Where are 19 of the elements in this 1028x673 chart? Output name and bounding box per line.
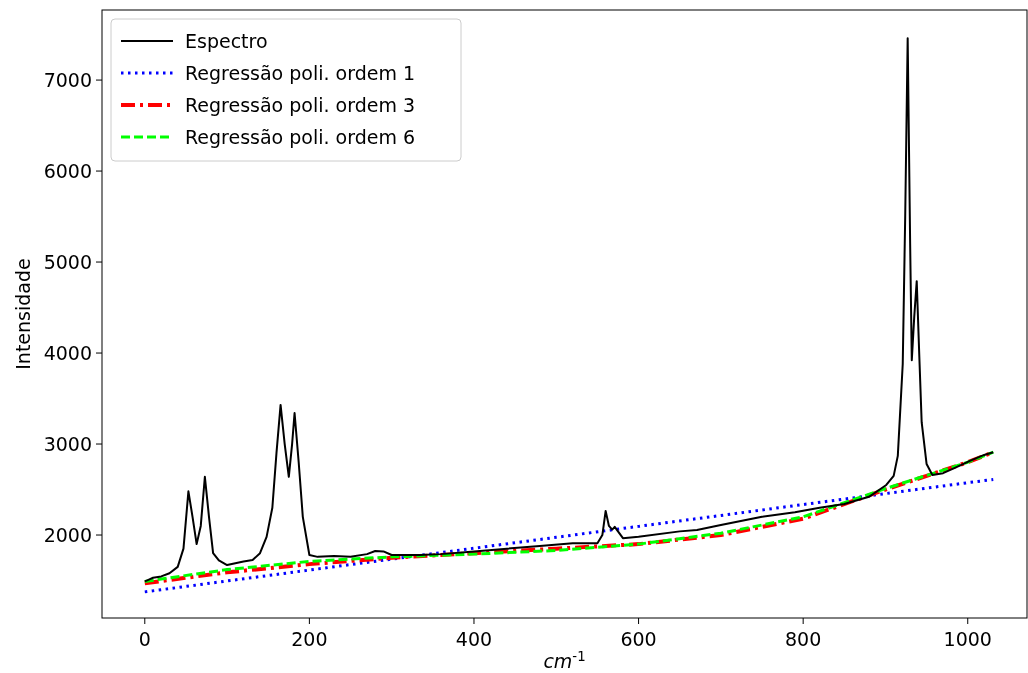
y-tick-label: 5000 xyxy=(43,250,92,273)
line-series xyxy=(143,478,995,594)
legend-label: Regressão poli. ordem 3 xyxy=(185,93,416,116)
x-tick-label: 1000 xyxy=(943,628,992,650)
x-tick-label: 400 xyxy=(455,628,493,650)
y-tick-label: 4000 xyxy=(43,341,92,364)
y-axis-title: Intensidade xyxy=(12,258,34,370)
y-tick-label: 7000 xyxy=(43,68,92,91)
x-tick-label: 0 xyxy=(138,628,151,650)
x-axis-title: cm$^{-1}$ xyxy=(543,648,586,672)
x-tick-label: 600 xyxy=(620,628,657,650)
legend-label: Regressão poli. ordem 6 xyxy=(185,125,416,148)
legend-label: Regressão poli. ordem 1 xyxy=(185,61,416,84)
y-tick-label: 6000 xyxy=(43,159,92,182)
x-tick-label: 200 xyxy=(291,628,328,650)
y-tick-label: 2000 xyxy=(43,523,92,546)
y-tick-label: 3000 xyxy=(43,432,92,455)
x-tick-label: 800 xyxy=(785,628,822,650)
legend-label: Espectro xyxy=(185,29,268,52)
